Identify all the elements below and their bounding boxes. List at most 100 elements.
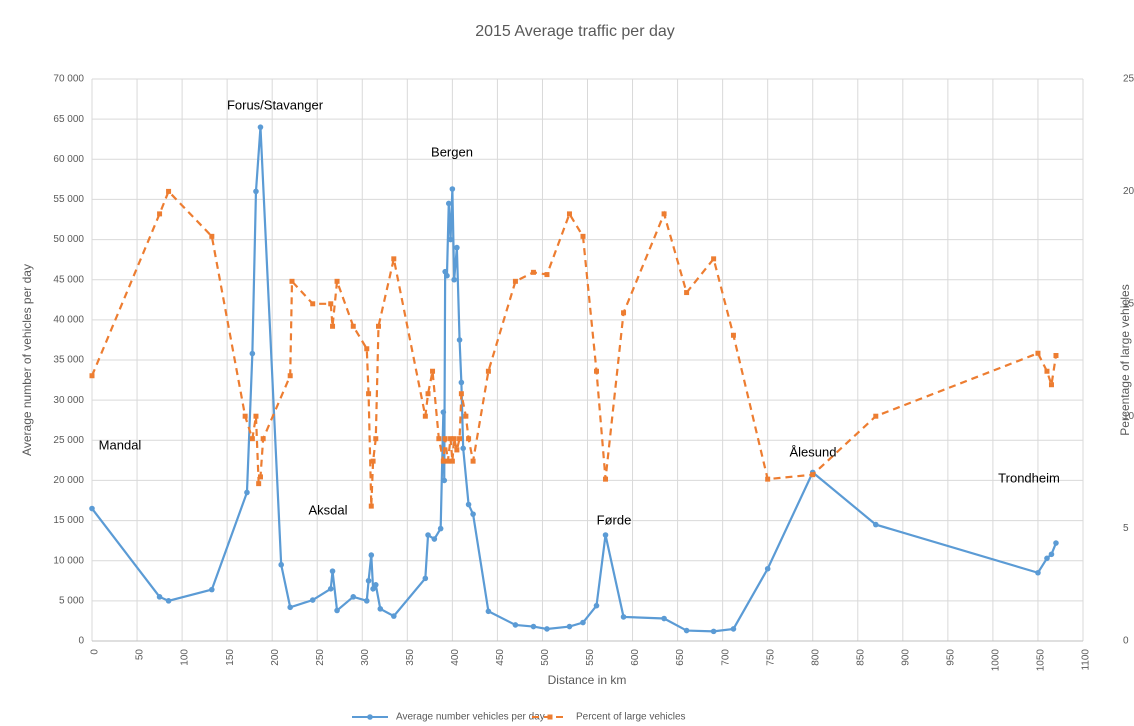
y-tick-label: 70 000 [53, 74, 84, 85]
point [257, 124, 264, 130]
point [1035, 350, 1041, 356]
point [544, 272, 550, 278]
y2-tick-label: 15 [1123, 298, 1134, 309]
point [448, 436, 454, 442]
point [287, 373, 293, 379]
y-tick-label: 25 000 [53, 435, 84, 446]
point [580, 233, 586, 239]
point [422, 575, 429, 582]
point [454, 447, 460, 453]
point [449, 186, 456, 192]
point [157, 211, 163, 217]
point [309, 597, 316, 603]
point [580, 619, 586, 626]
x-tick-label: 1100 [1081, 649, 1092, 671]
point [425, 391, 431, 397]
point [470, 511, 476, 517]
point [620, 614, 627, 620]
point [442, 436, 448, 442]
point [440, 458, 446, 464]
point [391, 613, 397, 619]
point [566, 211, 572, 217]
y2-tick-label: 20 [1123, 186, 1134, 197]
point [621, 310, 627, 316]
point [485, 608, 492, 615]
legend-marker [547, 714, 553, 720]
point [470, 458, 476, 464]
point [209, 586, 215, 593]
x-tick-label: 500 [540, 649, 551, 666]
legend-label: Average number vehicles per day [396, 712, 545, 723]
x-tick-label: 700 [720, 649, 731, 666]
point [334, 607, 340, 614]
point [661, 615, 667, 622]
y-tick-label: 5 000 [59, 595, 84, 606]
point [730, 332, 736, 338]
x-axis-title: Distance in km [548, 673, 627, 687]
point [350, 323, 356, 329]
point [465, 501, 472, 508]
point [425, 532, 431, 538]
x-tick-label: 650 [675, 649, 686, 666]
point [166, 188, 172, 194]
annotation: Mandal [99, 437, 142, 452]
x-tick-label: 50 [135, 649, 146, 661]
annotation: Bergen [431, 144, 473, 159]
annotation: Aksdal [308, 502, 347, 517]
point [334, 278, 340, 284]
point [368, 552, 375, 558]
point [603, 476, 609, 482]
point [365, 577, 372, 584]
point [684, 290, 690, 296]
point [363, 598, 370, 604]
point [209, 233, 215, 239]
series-line [91, 127, 1057, 633]
point [594, 368, 600, 374]
y-tick-label: 15 000 [53, 515, 84, 526]
point [764, 565, 771, 572]
point [544, 626, 550, 632]
x-tick-label: 950 [946, 649, 957, 666]
point [328, 301, 334, 307]
annotation: Ålesund [790, 444, 837, 459]
y-tick-label: 40 000 [53, 314, 84, 325]
point [566, 623, 573, 630]
point [391, 256, 397, 262]
point [242, 413, 248, 419]
point [456, 337, 463, 343]
point [260, 436, 266, 442]
point [289, 278, 295, 284]
point [449, 458, 455, 464]
point [287, 604, 294, 611]
point [165, 598, 172, 604]
x-tick-label: 200 [270, 649, 281, 666]
point [454, 244, 460, 251]
x-tick-label: 100 [180, 649, 191, 666]
x-tick-label: 900 [900, 649, 911, 666]
series-line [90, 189, 1058, 507]
point [683, 627, 690, 634]
point [330, 323, 336, 329]
chart-title: 2015 Average traffic per day [475, 23, 675, 40]
x-tick-label: 300 [360, 649, 371, 666]
point [368, 503, 374, 509]
y-tick-label: 60 000 [53, 154, 84, 165]
point [1044, 555, 1050, 562]
y-tick-label: 10 000 [53, 555, 84, 566]
point [370, 586, 376, 592]
point [463, 413, 469, 419]
y-tick-label: 55 000 [53, 194, 84, 205]
y-tick-label: 65 000 [53, 114, 84, 125]
point [451, 276, 457, 283]
x-tick-label: 350 [405, 649, 416, 666]
point [431, 536, 438, 542]
x-tick-label: 400 [450, 649, 461, 666]
point [602, 532, 609, 538]
point [460, 445, 466, 452]
point [1044, 368, 1050, 374]
x-tick-label: 450 [495, 649, 506, 666]
point [372, 582, 379, 588]
y2-axis-title: Percentage of large vehicles [1118, 284, 1132, 435]
point [373, 436, 379, 442]
